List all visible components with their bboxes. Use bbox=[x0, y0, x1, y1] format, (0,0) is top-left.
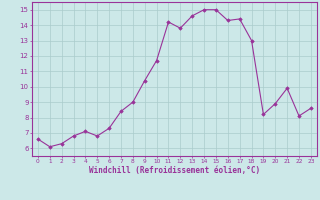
X-axis label: Windchill (Refroidissement éolien,°C): Windchill (Refroidissement éolien,°C) bbox=[89, 166, 260, 175]
